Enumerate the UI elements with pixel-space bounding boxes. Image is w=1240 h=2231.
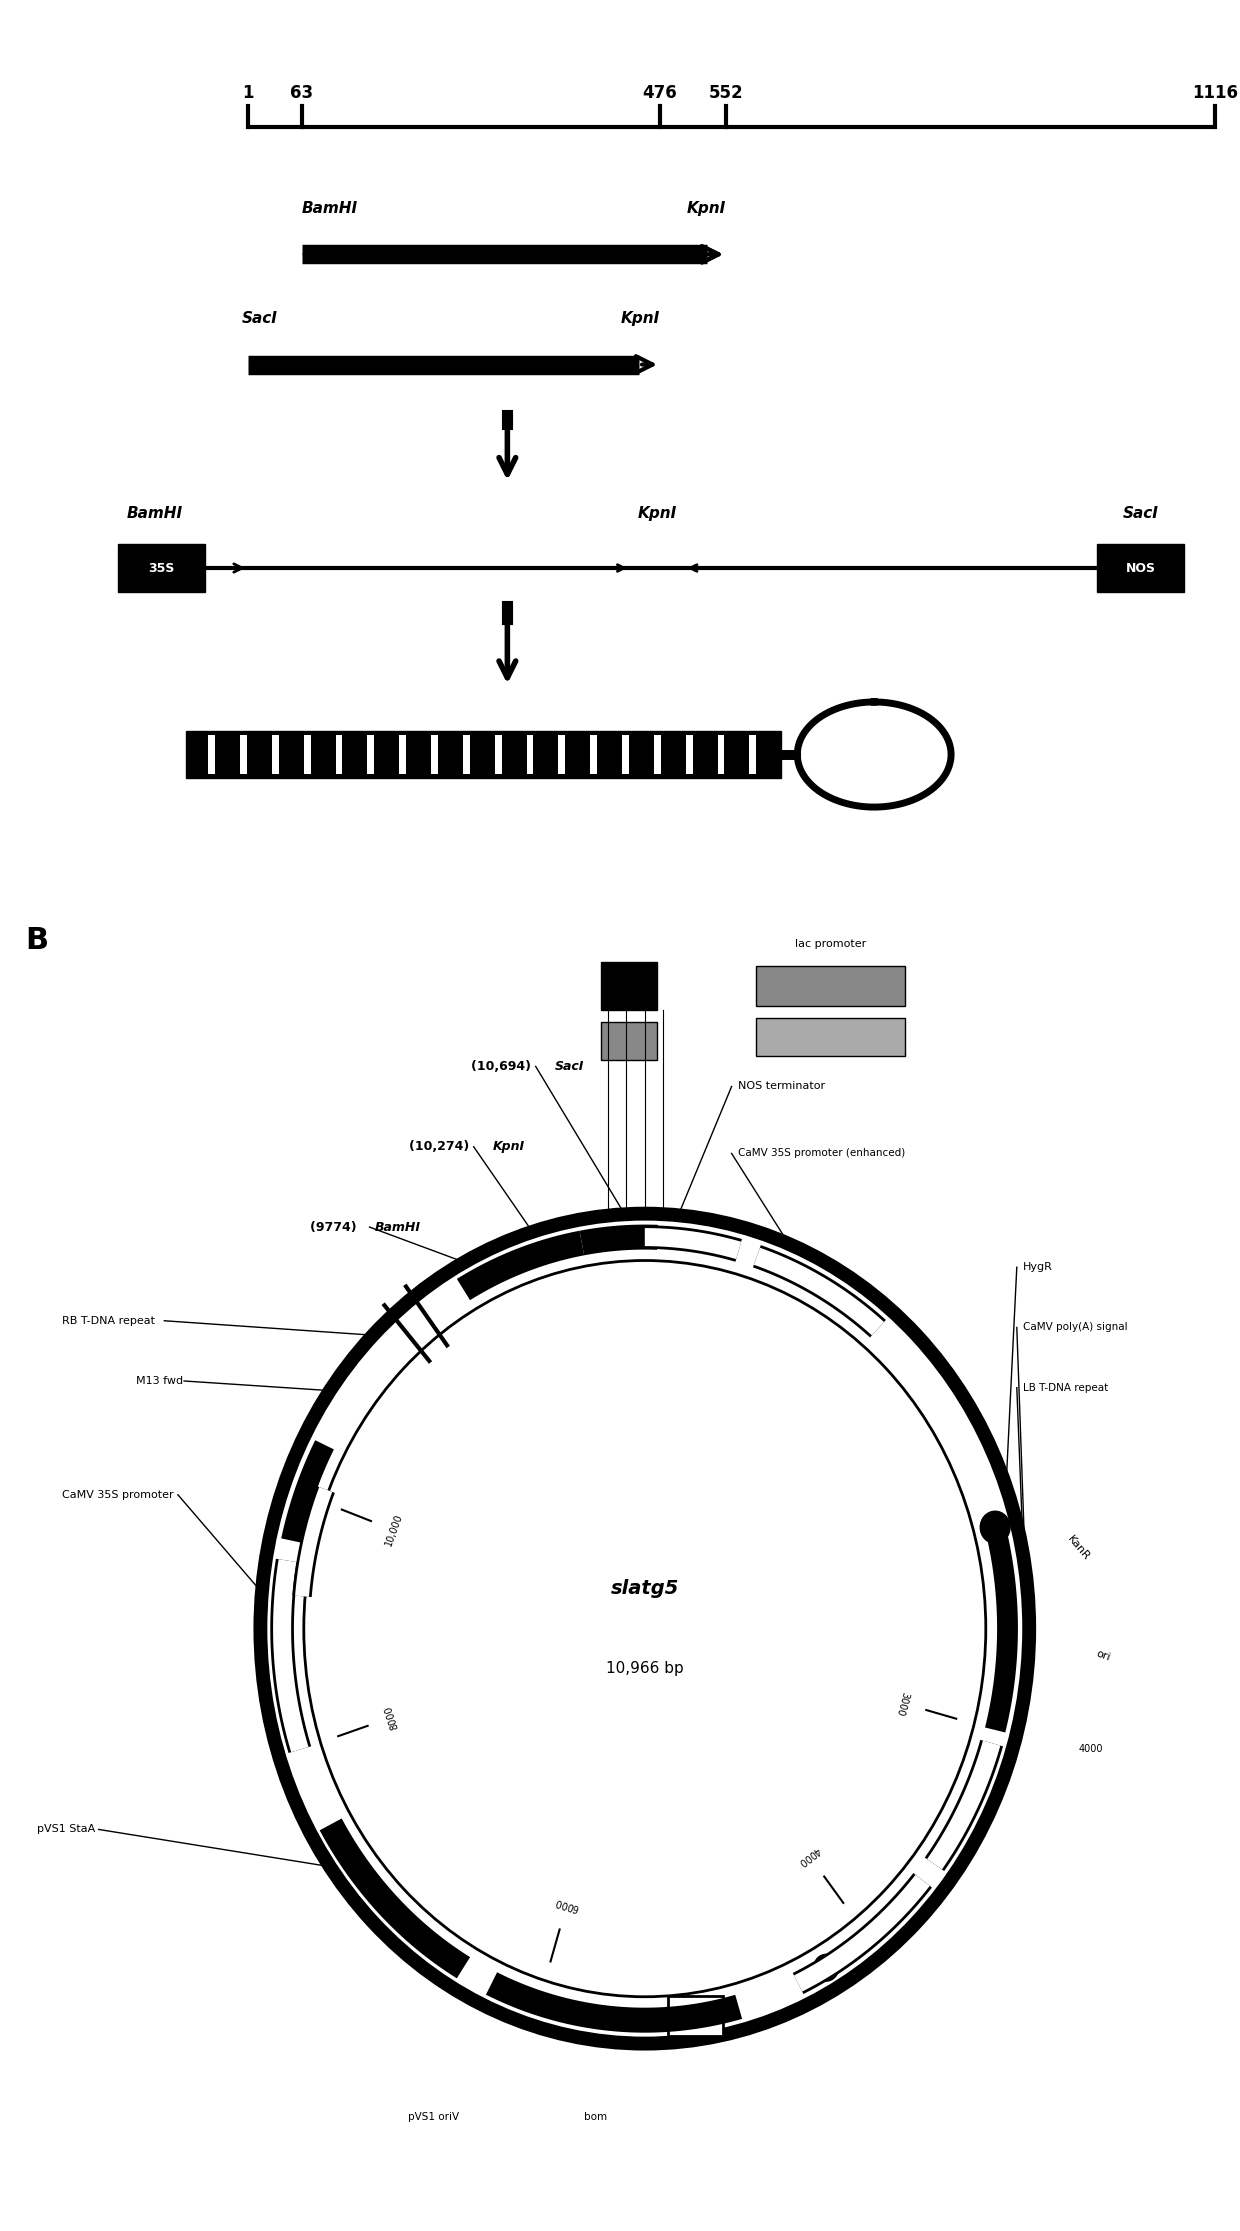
Bar xyxy=(272,734,279,774)
Text: BamHI: BamHI xyxy=(374,1220,422,1234)
Bar xyxy=(186,732,781,779)
Text: SacI: SacI xyxy=(556,1060,584,1073)
Bar xyxy=(668,1997,723,2037)
Bar xyxy=(241,734,247,774)
Text: SacI: SacI xyxy=(1123,506,1158,522)
Text: 4000: 4000 xyxy=(1079,1745,1104,1754)
Text: CaMV 35S promoter (enhanced): CaMV 35S promoter (enhanced) xyxy=(738,1149,905,1158)
Text: 63: 63 xyxy=(290,85,314,103)
Text: 4000: 4000 xyxy=(796,1845,822,1867)
Text: KpnI: KpnI xyxy=(492,1140,525,1153)
Text: 10,966 bp: 10,966 bp xyxy=(606,1662,683,1675)
Text: (10,694): (10,694) xyxy=(471,1060,536,1073)
Text: (9774): (9774) xyxy=(310,1220,361,1234)
Bar xyxy=(590,734,596,774)
Circle shape xyxy=(981,1510,1011,1544)
Text: RB T-DNA repeat: RB T-DNA repeat xyxy=(62,1316,155,1325)
Bar xyxy=(749,734,756,774)
Text: 3000: 3000 xyxy=(894,1691,910,1716)
Text: LB T-DNA repeat: LB T-DNA repeat xyxy=(1023,1383,1109,1392)
Text: NOS terminator: NOS terminator xyxy=(738,1082,825,1091)
Bar xyxy=(495,734,501,774)
Bar xyxy=(367,734,374,774)
Text: (10,274): (10,274) xyxy=(409,1140,474,1153)
Text: M13 fwd: M13 fwd xyxy=(136,1377,184,1385)
Text: BamHI: BamHI xyxy=(126,506,182,522)
Text: 10,000: 10,000 xyxy=(384,1513,404,1548)
Text: lac promoter: lac promoter xyxy=(795,939,867,948)
Bar xyxy=(208,734,216,774)
FancyBboxPatch shape xyxy=(118,544,205,591)
FancyBboxPatch shape xyxy=(1097,544,1184,591)
Bar xyxy=(756,966,905,1006)
Text: 8000: 8000 xyxy=(383,1704,399,1731)
Bar xyxy=(304,734,310,774)
Bar xyxy=(558,734,565,774)
Text: bom: bom xyxy=(584,2113,606,2122)
Text: 6000: 6000 xyxy=(554,1896,580,1912)
Text: pVS1 RepA: pVS1 RepA xyxy=(538,2086,603,2095)
Bar xyxy=(527,734,533,774)
Text: pVS1 oriV: pVS1 oriV xyxy=(408,2113,460,2122)
Text: slatg5: slatg5 xyxy=(610,1580,680,1597)
Text: KpnI: KpnI xyxy=(687,201,725,216)
Text: HygR: HygR xyxy=(1023,1263,1053,1272)
Bar xyxy=(622,734,629,774)
Text: 1: 1 xyxy=(242,85,254,103)
Bar xyxy=(653,734,661,774)
Bar xyxy=(601,962,657,1011)
Text: 35S: 35S xyxy=(148,562,175,576)
Text: KanR: KanR xyxy=(1065,1535,1092,1562)
Bar xyxy=(463,734,470,774)
Text: 1116: 1116 xyxy=(1192,85,1239,103)
Text: ori: ori xyxy=(1095,1649,1112,1662)
Bar xyxy=(686,734,692,774)
Text: 476: 476 xyxy=(642,85,677,103)
Text: SacI: SacI xyxy=(242,312,278,326)
Bar xyxy=(718,734,724,774)
Bar xyxy=(336,734,342,774)
Text: KpnI: KpnI xyxy=(637,506,677,522)
Bar xyxy=(399,734,405,774)
Text: 552: 552 xyxy=(708,85,743,103)
Text: CaMV 35S promoter: CaMV 35S promoter xyxy=(62,1490,174,1499)
Bar xyxy=(756,1017,905,1055)
Circle shape xyxy=(813,1954,838,1981)
Text: B: B xyxy=(25,926,48,955)
Text: KpnI: KpnI xyxy=(621,312,660,326)
Text: CaMV poly(A) signal: CaMV poly(A) signal xyxy=(1023,1323,1127,1332)
Bar xyxy=(601,1022,657,1060)
Text: BamHI: BamHI xyxy=(301,201,358,216)
Text: NOS: NOS xyxy=(1126,562,1156,576)
Text: pVS1 StaA: pVS1 StaA xyxy=(37,1825,95,1834)
Bar xyxy=(432,734,438,774)
